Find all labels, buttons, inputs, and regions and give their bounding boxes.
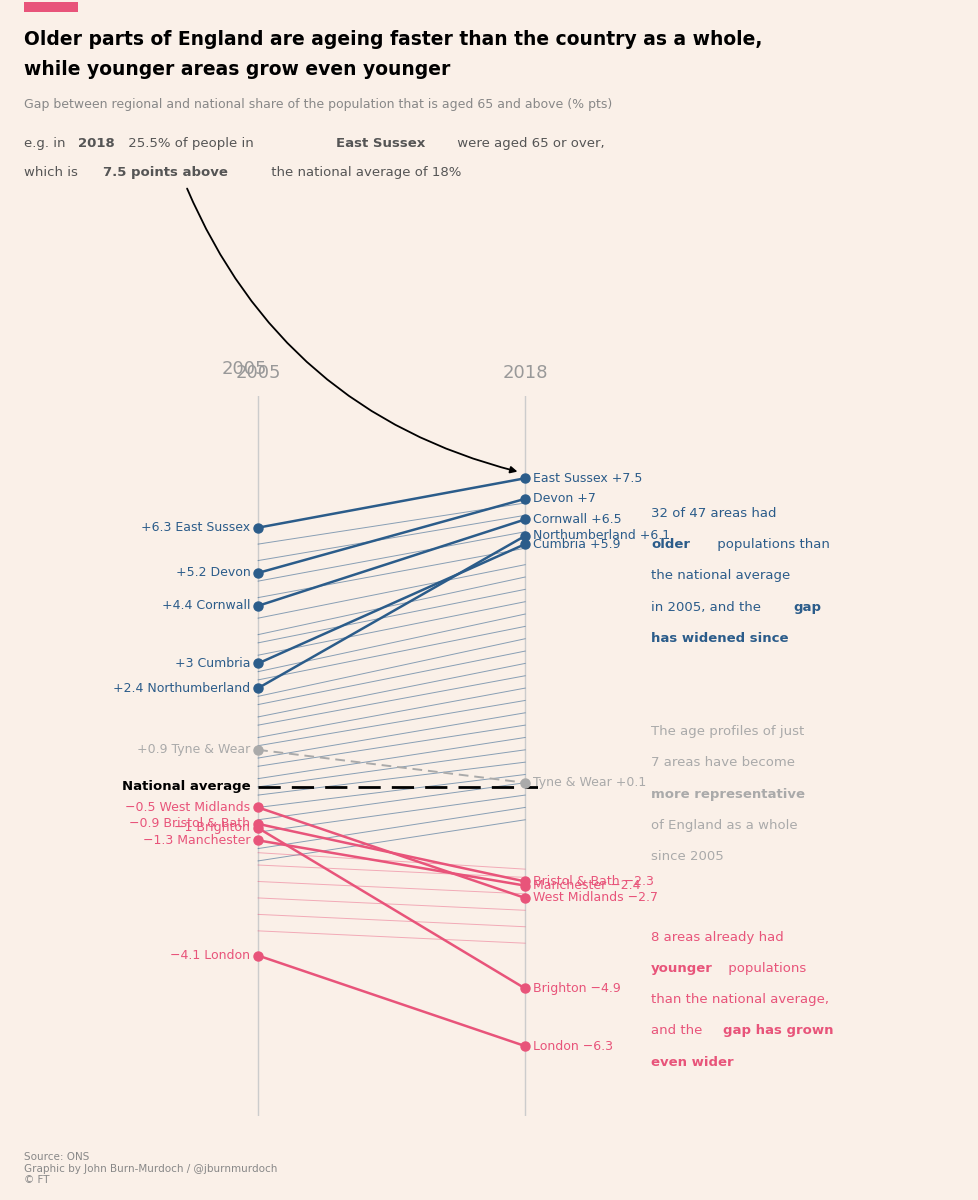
Text: 2018: 2018 [78,137,115,150]
Text: Older parts of England are ageing faster than the country as a whole,: Older parts of England are ageing faster… [24,30,762,49]
Text: −0.9 Bristol & Bath: −0.9 Bristol & Bath [129,817,250,830]
Text: −0.5 West Midlands: −0.5 West Midlands [125,800,250,814]
Text: populations: populations [724,962,806,976]
Text: while younger areas grow even younger: while younger areas grow even younger [24,60,451,79]
Text: since 2005: since 2005 [650,850,723,863]
Text: e.g. in: e.g. in [24,137,70,150]
Text: older: older [650,539,689,551]
Text: 32 of 47 areas had: 32 of 47 areas had [650,508,776,520]
Text: even wider: even wider [650,1056,733,1069]
Text: 2018: 2018 [502,364,548,382]
Text: 7 areas have become: 7 areas have become [650,756,794,769]
Text: Northumberland +6.1: Northumberland +6.1 [532,529,669,542]
Text: gap has grown: gap has grown [723,1025,833,1038]
Text: Bristol & Bath −2.3: Bristol & Bath −2.3 [532,875,653,888]
Text: +3 Cumbria: +3 Cumbria [175,656,250,670]
Text: younger: younger [650,962,712,976]
Text: East Sussex: East Sussex [335,137,424,150]
Text: has widened since: has widened since [650,632,787,644]
Text: East Sussex +7.5: East Sussex +7.5 [532,472,642,485]
Text: in 2005, and the: in 2005, and the [650,601,765,613]
Text: +6.3 East Sussex: +6.3 East Sussex [141,521,250,534]
Text: more representative: more representative [650,787,804,800]
Text: London −6.3: London −6.3 [532,1039,612,1052]
Text: than the national average,: than the national average, [650,994,828,1007]
Text: West Midlands −2.7: West Midlands −2.7 [532,892,657,905]
Text: 2005: 2005 [222,360,267,378]
Text: Gap between regional and national share of the population that is aged 65 and ab: Gap between regional and national share … [24,98,612,112]
Text: Cumbria +5.9: Cumbria +5.9 [532,538,620,551]
Text: Brighton −4.9: Brighton −4.9 [532,982,620,995]
Text: 25.5% of people in: 25.5% of people in [124,137,258,150]
Text: Tyne & Wear +0.1: Tyne & Wear +0.1 [532,776,645,790]
Text: 8 areas already had: 8 areas already had [650,931,783,944]
Text: of England as a whole: of England as a whole [650,818,797,832]
Text: the national average of 18%: the national average of 18% [267,166,462,179]
Text: the national average: the national average [650,570,789,582]
Text: +5.2 Devon: +5.2 Devon [175,566,250,580]
Text: Devon +7: Devon +7 [532,492,596,505]
Text: −4.1 London: −4.1 London [170,949,250,962]
Text: 7.5 points above: 7.5 points above [103,166,228,179]
Text: The age profiles of just: The age profiles of just [650,725,804,738]
Text: +2.4 Northumberland: +2.4 Northumberland [113,682,250,695]
Text: National average: National average [121,780,250,793]
Text: +4.4 Cornwall: +4.4 Cornwall [161,599,250,612]
Text: which is: which is [24,166,82,179]
Text: −1.3 Manchester: −1.3 Manchester [143,834,250,847]
Text: Source: ONS
Graphic by John Burn-Murdoch / @jburnmurdoch
© FT: Source: ONS Graphic by John Burn-Murdoch… [24,1152,278,1186]
Text: were aged 65 or over,: were aged 65 or over, [453,137,604,150]
Text: +0.9 Tyne & Wear: +0.9 Tyne & Wear [137,743,250,756]
Text: gap: gap [792,601,821,613]
Text: and the: and the [650,1025,706,1038]
Text: 2005: 2005 [235,364,281,382]
Text: populations than: populations than [712,539,828,551]
Text: Cornwall +6.5: Cornwall +6.5 [532,512,621,526]
Text: Manchester −2.4: Manchester −2.4 [532,880,640,892]
Text: −1 Brighton: −1 Brighton [174,822,250,834]
